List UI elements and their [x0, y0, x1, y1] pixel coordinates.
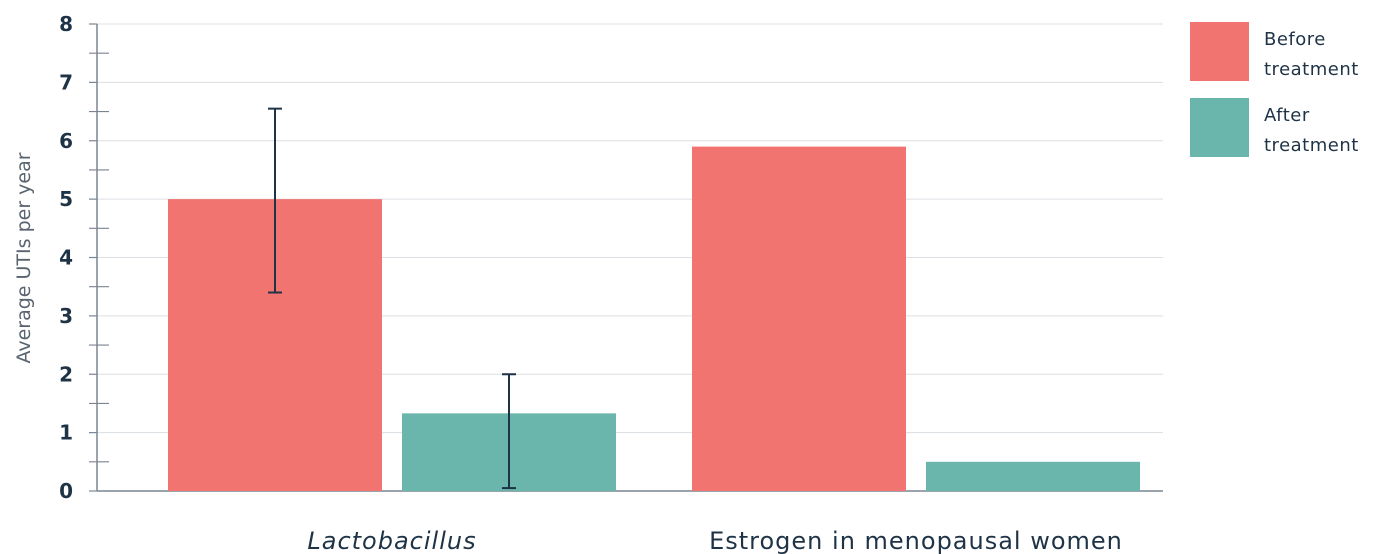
legend: Before treatment After treatment [1190, 22, 1359, 157]
y-tick-label: 8 [59, 12, 73, 36]
category-label: Estrogen in menopausal women [709, 527, 1123, 554]
legend-swatch [1190, 22, 1249, 81]
bar-after-treatment [926, 461, 1140, 491]
y-tick-label: 7 [59, 70, 73, 94]
y-tick-labels: 0 1 2 3 4 5 6 7 8 [59, 12, 73, 503]
category-label: Lactobacillus [307, 527, 476, 554]
legend-swatch [1190, 98, 1249, 157]
y-tick-label: 3 [59, 304, 73, 328]
legend-label: treatment [1264, 135, 1359, 156]
legend-label: After [1264, 105, 1310, 126]
category-labels: Lactobacillus Estrogen in menopausal wome… [307, 527, 1123, 554]
y-tick-label: 2 [59, 362, 73, 386]
y-tick-label: 4 [59, 246, 73, 270]
y-tick-label: 6 [59, 129, 73, 153]
y-axis-label: Average UTIs per year [13, 152, 35, 363]
y-tick-label: 5 [59, 187, 73, 211]
y-tick-label: 0 [59, 479, 73, 503]
bars [168, 146, 1140, 491]
legend-label: Before [1264, 29, 1326, 50]
bar-before-treatment [692, 146, 906, 491]
error-bars [268, 107, 516, 490]
y-axis [89, 23, 109, 492]
legend-label: treatment [1264, 59, 1359, 80]
y-tick-label: 1 [59, 421, 73, 445]
